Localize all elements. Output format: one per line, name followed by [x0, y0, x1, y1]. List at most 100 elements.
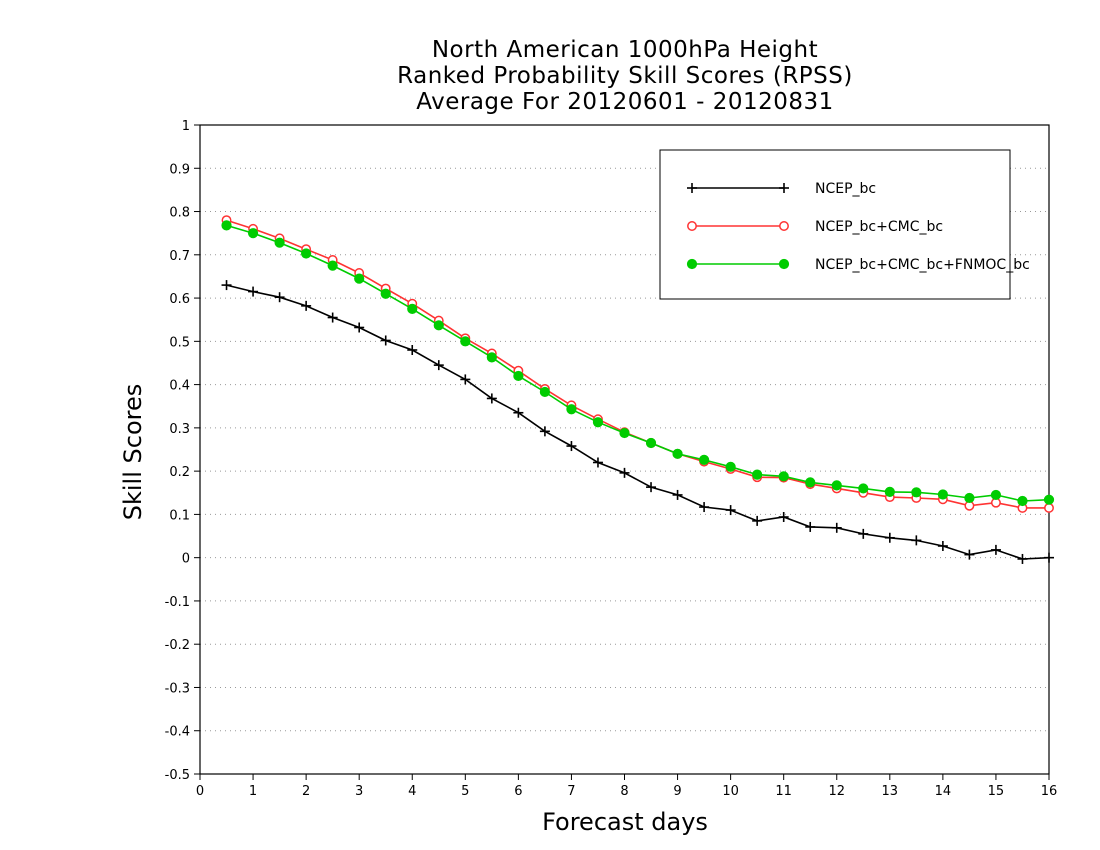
- data-point: [884, 486, 895, 498]
- series-line: [226, 284, 1050, 560]
- x-tick-label: 10: [722, 784, 739, 799]
- y-tick-label: 0.1: [169, 508, 190, 523]
- data-point: [513, 370, 524, 382]
- data-point: [805, 477, 816, 488]
- y-tick-label: 0.7: [169, 249, 190, 264]
- data-point: [752, 469, 763, 480]
- y-tick-label: 0: [182, 552, 190, 567]
- y-tick-label: 1: [182, 119, 190, 134]
- data-point: [407, 303, 418, 314]
- data-point: [327, 312, 338, 323]
- data-point: [805, 521, 816, 532]
- data-point: [486, 352, 497, 363]
- y-axis-label: Skill Scores: [119, 383, 147, 521]
- data-point: [248, 286, 259, 297]
- data-point: [486, 393, 497, 404]
- data-point: [619, 427, 630, 439]
- data-point: [672, 489, 683, 500]
- y-tick-label: 0.3: [169, 422, 190, 437]
- legend-marker: [687, 221, 697, 231]
- x-tick-label: 13: [882, 784, 899, 799]
- x-tick-label: 1: [249, 784, 257, 799]
- series-1: [221, 280, 1054, 564]
- data-point: [725, 505, 736, 516]
- data-point: [937, 540, 948, 551]
- data-point: [380, 288, 391, 299]
- data-point: [778, 471, 789, 482]
- data-point: [911, 487, 922, 498]
- data-point: [698, 454, 710, 465]
- data-point: [1044, 552, 1054, 563]
- legend-marker: [778, 258, 790, 270]
- y-tick-label: 0.9: [169, 162, 190, 177]
- legend-label: NCEP_bc+CMC_bc: [815, 219, 943, 235]
- x-axis-label: Forecast days: [542, 808, 708, 836]
- data-point: [831, 480, 842, 491]
- y-tick-label: 0.5: [169, 335, 190, 350]
- x-tick-label: 0: [196, 784, 204, 799]
- legend: NCEP_bc NCEP_bc+CMC_bc NCEP_bc+CMC_bc+FNMO…: [659, 149, 1030, 300]
- chart-title-line-2: Ranked Probability Skill Scores (RPSS): [397, 63, 853, 89]
- data-point: [778, 511, 789, 522]
- data-point: [539, 386, 551, 398]
- data-point: [539, 426, 550, 437]
- data-point: [460, 374, 471, 385]
- data-point: [566, 441, 577, 452]
- y-tick-label: -0.2: [165, 638, 190, 653]
- data-point: [699, 502, 710, 513]
- y-tick-label: -0.4: [165, 725, 190, 740]
- legend-marker: [687, 183, 697, 193]
- data-point: [407, 344, 418, 355]
- legend-marker: [779, 183, 789, 193]
- data-point: [752, 515, 763, 526]
- data-point: [937, 489, 948, 500]
- data-point: [513, 407, 524, 418]
- x-tick-label: 4: [408, 784, 416, 799]
- data-point: [725, 461, 736, 472]
- data-point: [1017, 553, 1028, 564]
- data-point: [354, 273, 365, 284]
- x-tick-label: 2: [302, 784, 310, 799]
- data-point: [592, 417, 604, 428]
- y-tick-label: 0.6: [169, 292, 190, 307]
- x-tick-label: 5: [461, 784, 469, 799]
- y-tick-label: -0.3: [165, 681, 190, 696]
- data-point: [619, 467, 630, 478]
- data-point: [354, 322, 365, 333]
- x-tick-label: 15: [988, 784, 1005, 799]
- chart-title-line-3: Average For 20120601 - 20120831: [416, 89, 834, 115]
- chart-title-line-1: North American 1000hPa Height: [431, 37, 819, 63]
- y-tick-label: 0.4: [169, 379, 190, 394]
- data-point: [327, 260, 338, 271]
- data-point: [645, 437, 657, 449]
- x-tick-label: 16: [1041, 784, 1058, 799]
- x-tick-label: 11: [775, 784, 792, 799]
- legend-label: NCEP_bc: [815, 181, 876, 197]
- y-tick-label: -0.5: [165, 768, 190, 783]
- data-point: [1043, 494, 1055, 505]
- data-point: [301, 248, 312, 259]
- data-point: [433, 320, 444, 331]
- x-tick-label: 6: [514, 784, 522, 799]
- data-point: [858, 483, 869, 494]
- x-tick-label: 12: [828, 784, 845, 799]
- data-point: [884, 532, 895, 543]
- x-tick-label: 8: [620, 784, 628, 799]
- data-point: [221, 220, 232, 231]
- data-point: [380, 335, 391, 346]
- data-point: [433, 360, 444, 371]
- x-tick-label: 9: [673, 784, 681, 799]
- series-3: [221, 220, 1055, 507]
- data-point: [1044, 502, 1054, 513]
- data-point: [592, 457, 603, 468]
- data-point: [990, 489, 1002, 501]
- data-point: [646, 482, 657, 493]
- legend-marker: [779, 221, 789, 231]
- data-point: [247, 228, 259, 239]
- data-point: [301, 300, 312, 311]
- data-point: [911, 535, 922, 546]
- data-point: [964, 549, 975, 560]
- y-tick-label: -0.1: [165, 595, 190, 610]
- legend-label: NCEP_bc+CMC_bc+FNMOC_bc: [815, 257, 1030, 273]
